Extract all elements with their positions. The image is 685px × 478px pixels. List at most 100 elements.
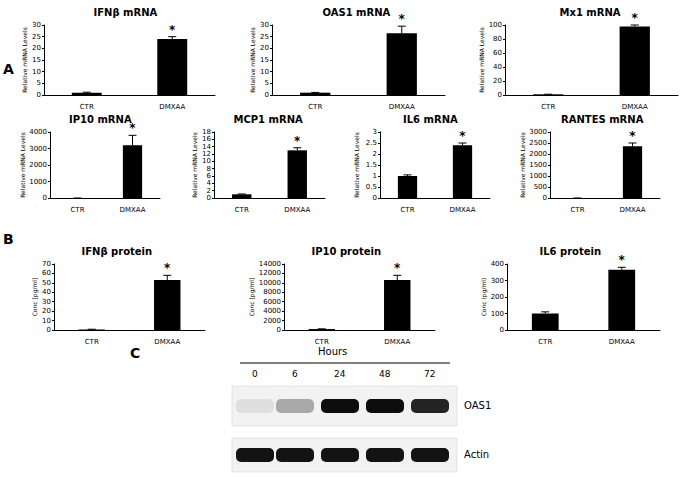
svg-text:25: 25	[32, 33, 41, 41]
svg-text:C: C	[130, 345, 140, 361]
svg-text:B: B	[3, 231, 14, 247]
svg-text:14000: 14000	[259, 260, 281, 268]
svg-text:0: 0	[543, 194, 547, 202]
svg-text:1500: 1500	[529, 161, 547, 169]
svg-text:14: 14	[202, 143, 211, 151]
svg-text:0: 0	[498, 91, 502, 99]
svg-text:Conc (pg/ml): Conc (pg/ml)	[480, 278, 488, 317]
svg-text:4000: 4000	[263, 307, 281, 315]
svg-text:1.5: 1.5	[366, 161, 377, 169]
svg-text:CTR: CTR	[70, 206, 84, 214]
svg-text:DMXAA: DMXAA	[620, 206, 646, 214]
svg-text:12000: 12000	[259, 269, 281, 277]
svg-text:CTR: CTR	[315, 338, 329, 346]
svg-text:0: 0	[265, 91, 269, 99]
svg-text:80: 80	[493, 35, 502, 43]
svg-text:30: 30	[260, 21, 269, 29]
svg-text:Relative mRNA Levels: Relative mRNA Levels	[249, 27, 256, 93]
svg-text:*: *	[294, 134, 301, 148]
svg-text:DMXAA: DMXAA	[450, 206, 476, 214]
svg-text:2.5: 2.5	[366, 139, 377, 147]
svg-text:IL6 mRNA: IL6 mRNA	[403, 114, 458, 125]
svg-text:OAS1: OAS1	[464, 400, 491, 411]
svg-text:0: 0	[47, 326, 51, 334]
svg-text:400: 400	[491, 260, 504, 268]
svg-text:A: A	[3, 61, 14, 77]
svg-text:*: *	[629, 129, 636, 143]
svg-text:0: 0	[500, 326, 504, 334]
svg-text:DMXAA: DMXAA	[389, 103, 415, 111]
svg-text:25: 25	[260, 33, 269, 41]
svg-text:*: *	[129, 121, 136, 135]
svg-text:30: 30	[42, 298, 51, 306]
svg-text:3000: 3000	[529, 128, 547, 136]
svg-text:DMXAA: DMXAA	[622, 103, 648, 111]
svg-text:15: 15	[32, 56, 41, 64]
svg-text:2000: 2000	[29, 161, 47, 169]
svg-text:DMXAA: DMXAA	[609, 338, 635, 346]
svg-text:500: 500	[534, 183, 547, 191]
svg-text:6: 6	[292, 369, 298, 379]
svg-text:40: 40	[42, 288, 51, 296]
svg-text:1000: 1000	[29, 178, 47, 186]
svg-text:12: 12	[202, 150, 211, 158]
svg-text:2: 2	[207, 187, 211, 195]
svg-text:10: 10	[42, 317, 51, 325]
svg-text:DMXAA: DMXAA	[284, 206, 310, 214]
svg-text:Conc [pg/ml]: Conc [pg/ml]	[31, 278, 39, 317]
svg-text:70: 70	[42, 260, 51, 268]
svg-text:0: 0	[252, 369, 258, 379]
svg-text:20: 20	[260, 44, 269, 52]
svg-text:RANTES mRNA: RANTES mRNA	[561, 114, 644, 125]
svg-text:0: 0	[43, 194, 47, 202]
svg-text:CTR: CTR	[80, 103, 94, 111]
svg-text:60: 60	[493, 49, 502, 57]
svg-text:DMXAA: DMXAA	[120, 206, 146, 214]
svg-text:4: 4	[207, 179, 212, 187]
svg-text:15: 15	[260, 56, 269, 64]
svg-text:*: *	[632, 11, 639, 25]
svg-text:10000: 10000	[259, 279, 281, 287]
svg-text:0: 0	[373, 194, 377, 202]
svg-text:*: *	[459, 129, 466, 143]
svg-text:18: 18	[202, 128, 211, 136]
svg-text:3: 3	[373, 128, 377, 136]
svg-text:1: 1	[373, 172, 377, 180]
svg-text:CTR: CTR	[85, 338, 99, 346]
svg-text:IFNβ protein: IFNβ protein	[82, 246, 153, 257]
svg-text:MCP1 mRNA: MCP1 mRNA	[234, 114, 304, 125]
svg-text:72: 72	[424, 369, 435, 379]
svg-text:10: 10	[202, 157, 211, 165]
svg-text:Relative mRNA Levels: Relative mRNA Levels	[353, 132, 360, 198]
svg-text:OAS1 mRNA: OAS1 mRNA	[323, 7, 391, 18]
svg-text:Relative mRNA Levels: Relative mRNA Levels	[478, 27, 485, 93]
svg-text:Conc [pg/ml]: Conc [pg/ml]	[248, 278, 256, 317]
svg-text:8: 8	[207, 165, 211, 173]
svg-text:20: 20	[32, 44, 41, 52]
svg-text:IP10 protein: IP10 protein	[312, 246, 382, 257]
svg-text:Relative mRNA Levels: Relative mRNA Levels	[19, 132, 26, 198]
svg-text:0: 0	[207, 194, 211, 202]
svg-text:*: *	[619, 253, 626, 267]
svg-text:*: *	[169, 23, 176, 37]
svg-text:IFNβ mRNA: IFNβ mRNA	[94, 7, 158, 18]
svg-text:6000: 6000	[263, 298, 281, 306]
svg-text:3000: 3000	[29, 145, 47, 153]
svg-text:Relative mRNA Levels: Relative mRNA Levels	[519, 132, 526, 198]
svg-text:40: 40	[493, 63, 502, 71]
svg-text:Relative mRNA Levels: Relative mRNA Levels	[191, 132, 198, 198]
svg-text:8000: 8000	[263, 288, 281, 296]
svg-text:48: 48	[379, 369, 391, 379]
svg-text:6: 6	[207, 172, 212, 180]
svg-text:24: 24	[334, 369, 346, 379]
svg-text:Hours: Hours	[318, 346, 347, 357]
svg-text:0: 0	[277, 326, 281, 334]
svg-text:*: *	[394, 261, 401, 275]
svg-text:CTR: CTR	[400, 206, 414, 214]
svg-text:CTR: CTR	[541, 103, 555, 111]
svg-text:20: 20	[42, 307, 51, 315]
svg-text:IL6 protein: IL6 protein	[540, 246, 602, 257]
svg-text:100: 100	[491, 310, 504, 318]
svg-text:CTR: CTR	[308, 103, 322, 111]
svg-text:Mx1 mRNA: Mx1 mRNA	[560, 7, 621, 18]
